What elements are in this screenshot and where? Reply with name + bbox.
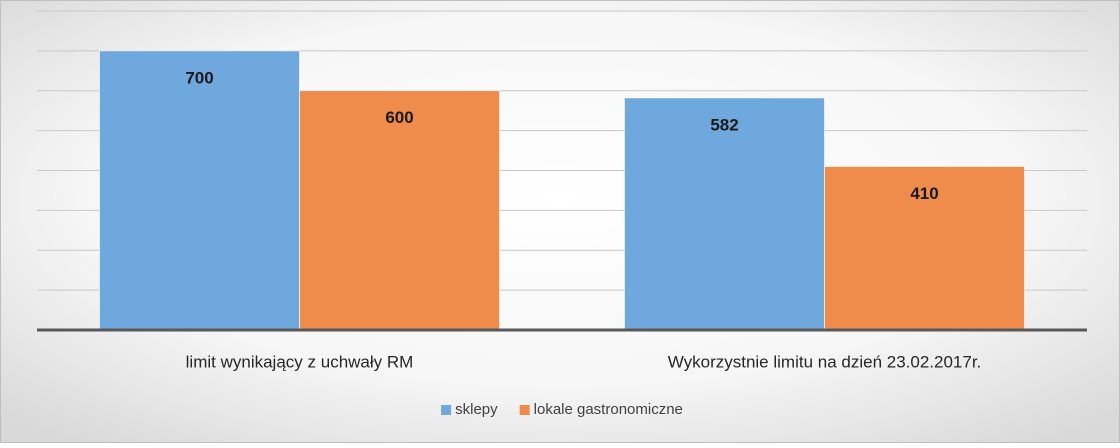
bar <box>99 50 300 331</box>
bar <box>824 166 1025 331</box>
data-label: 600 <box>385 108 413 127</box>
data-label: 410 <box>910 184 938 203</box>
labels: limit wynikający z uchwały RM 700 600 Wykor… <box>185 68 981 371</box>
legend: sklepy lokale gastronomiczne <box>441 401 683 418</box>
bar <box>299 90 500 331</box>
data-label: 582 <box>710 115 738 134</box>
x-tick-label: limit wynikający z uchwały RM <box>186 352 414 371</box>
legend-item: sklepy <box>441 401 498 418</box>
legend-label: sklepy <box>455 401 498 418</box>
legend-swatch <box>441 405 452 415</box>
bars <box>99 50 1025 331</box>
legend-label: lokale gastronomiczne <box>534 401 683 418</box>
legend-item: lokale gastronomiczne <box>519 401 683 418</box>
x-tick-label: Wykorzystnie limitu na dzień 23.02.2017r… <box>668 352 982 371</box>
bar <box>624 97 825 331</box>
data-label: 700 <box>185 68 213 87</box>
legend-swatch <box>519 405 530 415</box>
